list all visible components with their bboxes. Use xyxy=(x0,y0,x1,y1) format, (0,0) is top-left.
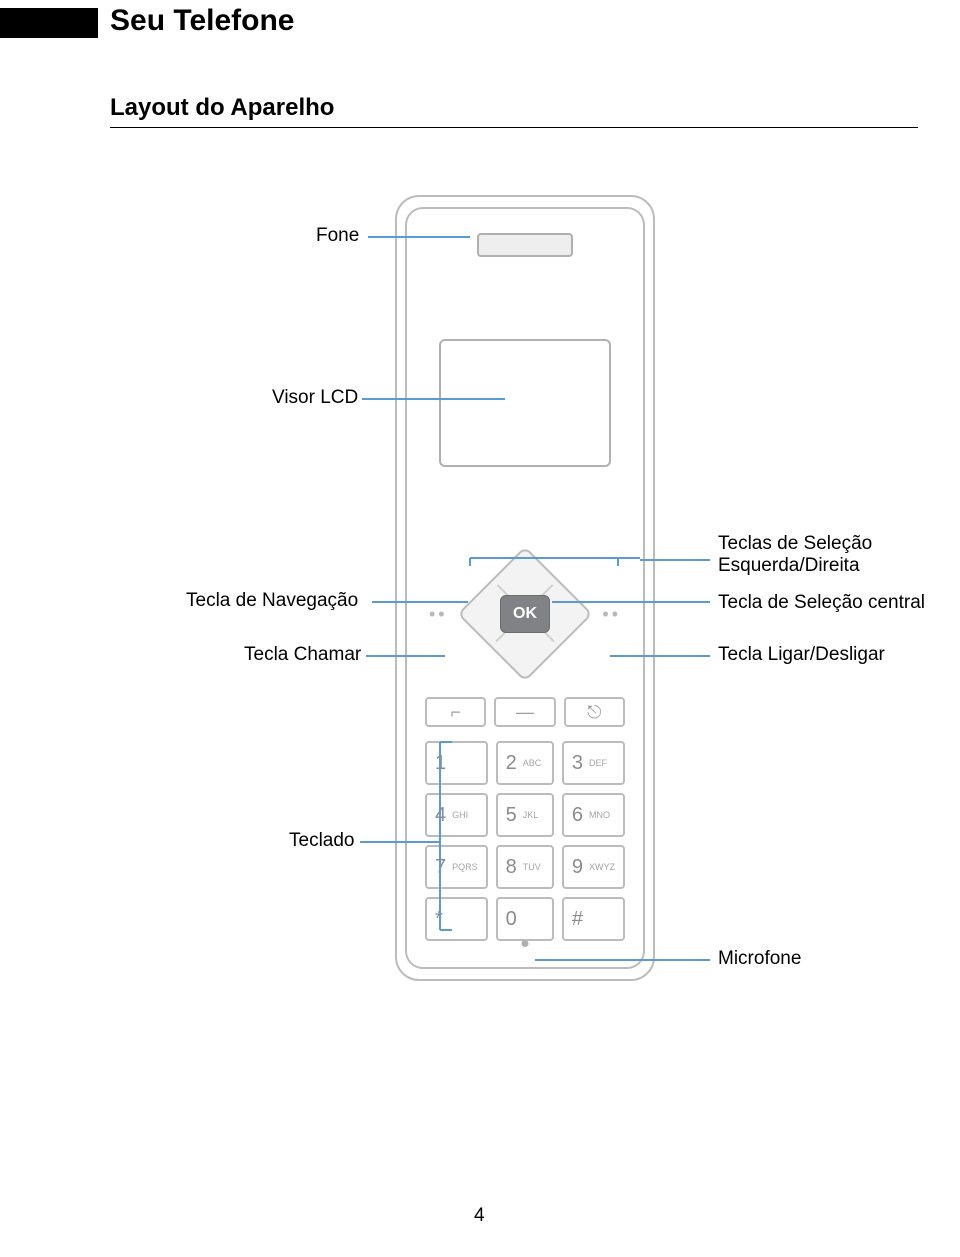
callout-tecla_selecao_central: Tecla de Seleção central xyxy=(718,592,925,614)
key-number: 1 xyxy=(435,752,446,775)
key-number: * xyxy=(435,908,443,931)
keypad-key-6: 6 MNO xyxy=(562,793,625,837)
callout-visor_lcd: Visor LCD xyxy=(272,387,358,409)
key-letters: GHI xyxy=(452,810,468,820)
callout-fone: Fone xyxy=(316,225,359,247)
callout-tecla_navegacao: Tecla de Navegação xyxy=(186,590,358,612)
key-number: 4 xyxy=(435,804,446,827)
page-title: Seu Telefone xyxy=(110,4,294,38)
key-letters: DEF xyxy=(589,758,607,768)
phone-outline: •• •• OK ⌐ — ⎋ 1 2 ABC 3 DEF 4 GHI 5 JKL 6 MNO 7 PQR… xyxy=(395,195,655,981)
keypad-key-7: 7 PQRS xyxy=(425,845,488,889)
key-number: 6 xyxy=(572,804,583,827)
call-key: ⌐ xyxy=(425,697,486,727)
phone-inner-outline: •• •• OK ⌐ — ⎋ 1 2 ABC 3 DEF 4 GHI 5 JKL 6 MNO 7 PQR… xyxy=(405,207,645,969)
key-number: 5 xyxy=(506,804,517,827)
key-number: 2 xyxy=(506,752,517,775)
keypad-key-3: 3 DEF xyxy=(562,741,625,785)
key-number: 9 xyxy=(572,856,583,879)
keypad-key-9: 9 XWYZ xyxy=(562,845,625,889)
key-number: 0 xyxy=(506,908,517,931)
ok-button: OK xyxy=(500,595,550,633)
call-icon: ⌐ xyxy=(450,702,461,723)
lcd-display xyxy=(439,339,611,467)
key-letters: TUV xyxy=(523,862,541,872)
key-number: 8 xyxy=(506,856,517,879)
end-icon: ⎋ xyxy=(587,702,601,723)
keypad-key-8: 8 TUV xyxy=(496,845,554,889)
key-number: 3 xyxy=(572,752,583,775)
keypad-key-5: 5 JKL xyxy=(496,793,554,837)
key-letters: MNO xyxy=(589,810,610,820)
keypad-key-2: 2 ABC xyxy=(496,741,554,785)
keypad-key-0: 0 xyxy=(496,897,554,941)
right-speaker-dots: •• xyxy=(602,604,621,625)
left-speaker-dots: •• xyxy=(429,604,448,625)
page-number: 4 xyxy=(474,1205,485,1227)
keypad-key-*: * xyxy=(425,897,488,941)
keypad-key-1: 1 xyxy=(425,741,488,785)
navigation-cluster: •• •• OK xyxy=(407,534,643,694)
key-number: 7 xyxy=(435,856,446,879)
section-title: Layout do Aparelho xyxy=(110,94,334,122)
microphone-dot xyxy=(522,940,529,947)
earpiece xyxy=(477,233,573,257)
menu-icon: — xyxy=(516,702,534,723)
menu-key: — xyxy=(494,697,555,727)
callout-tecla_ligar_desligar: Tecla Ligar/Desligar xyxy=(718,644,885,666)
callout-microfone: Microfone xyxy=(718,948,801,970)
key-letters: PQRS xyxy=(452,862,478,872)
numeric-keypad: 1 2 ABC 3 DEF 4 GHI 5 JKL 6 MNO 7 PQRS 8 TUV 9 XWYZ * 0 # xyxy=(425,741,625,941)
softkey-row: ⌐ — ⎋ xyxy=(425,697,625,727)
callout-teclado: Teclado xyxy=(289,830,355,852)
header-accent-bar xyxy=(0,8,98,38)
callout-teclas_selecao_lr: Teclas de SeleçãoEsquerda/Direita xyxy=(718,533,872,577)
callout-tecla_chamar: Tecla Chamar xyxy=(244,644,361,666)
key-letters: ABC xyxy=(523,758,542,768)
key-letters: XWYZ xyxy=(589,862,615,872)
power-key: ⎋ xyxy=(564,697,625,727)
keypad-key-4: 4 GHI xyxy=(425,793,488,837)
section-rule xyxy=(110,127,918,128)
key-letters: JKL xyxy=(523,810,539,820)
key-number: # xyxy=(572,908,583,931)
keypad-key-#: # xyxy=(562,897,625,941)
